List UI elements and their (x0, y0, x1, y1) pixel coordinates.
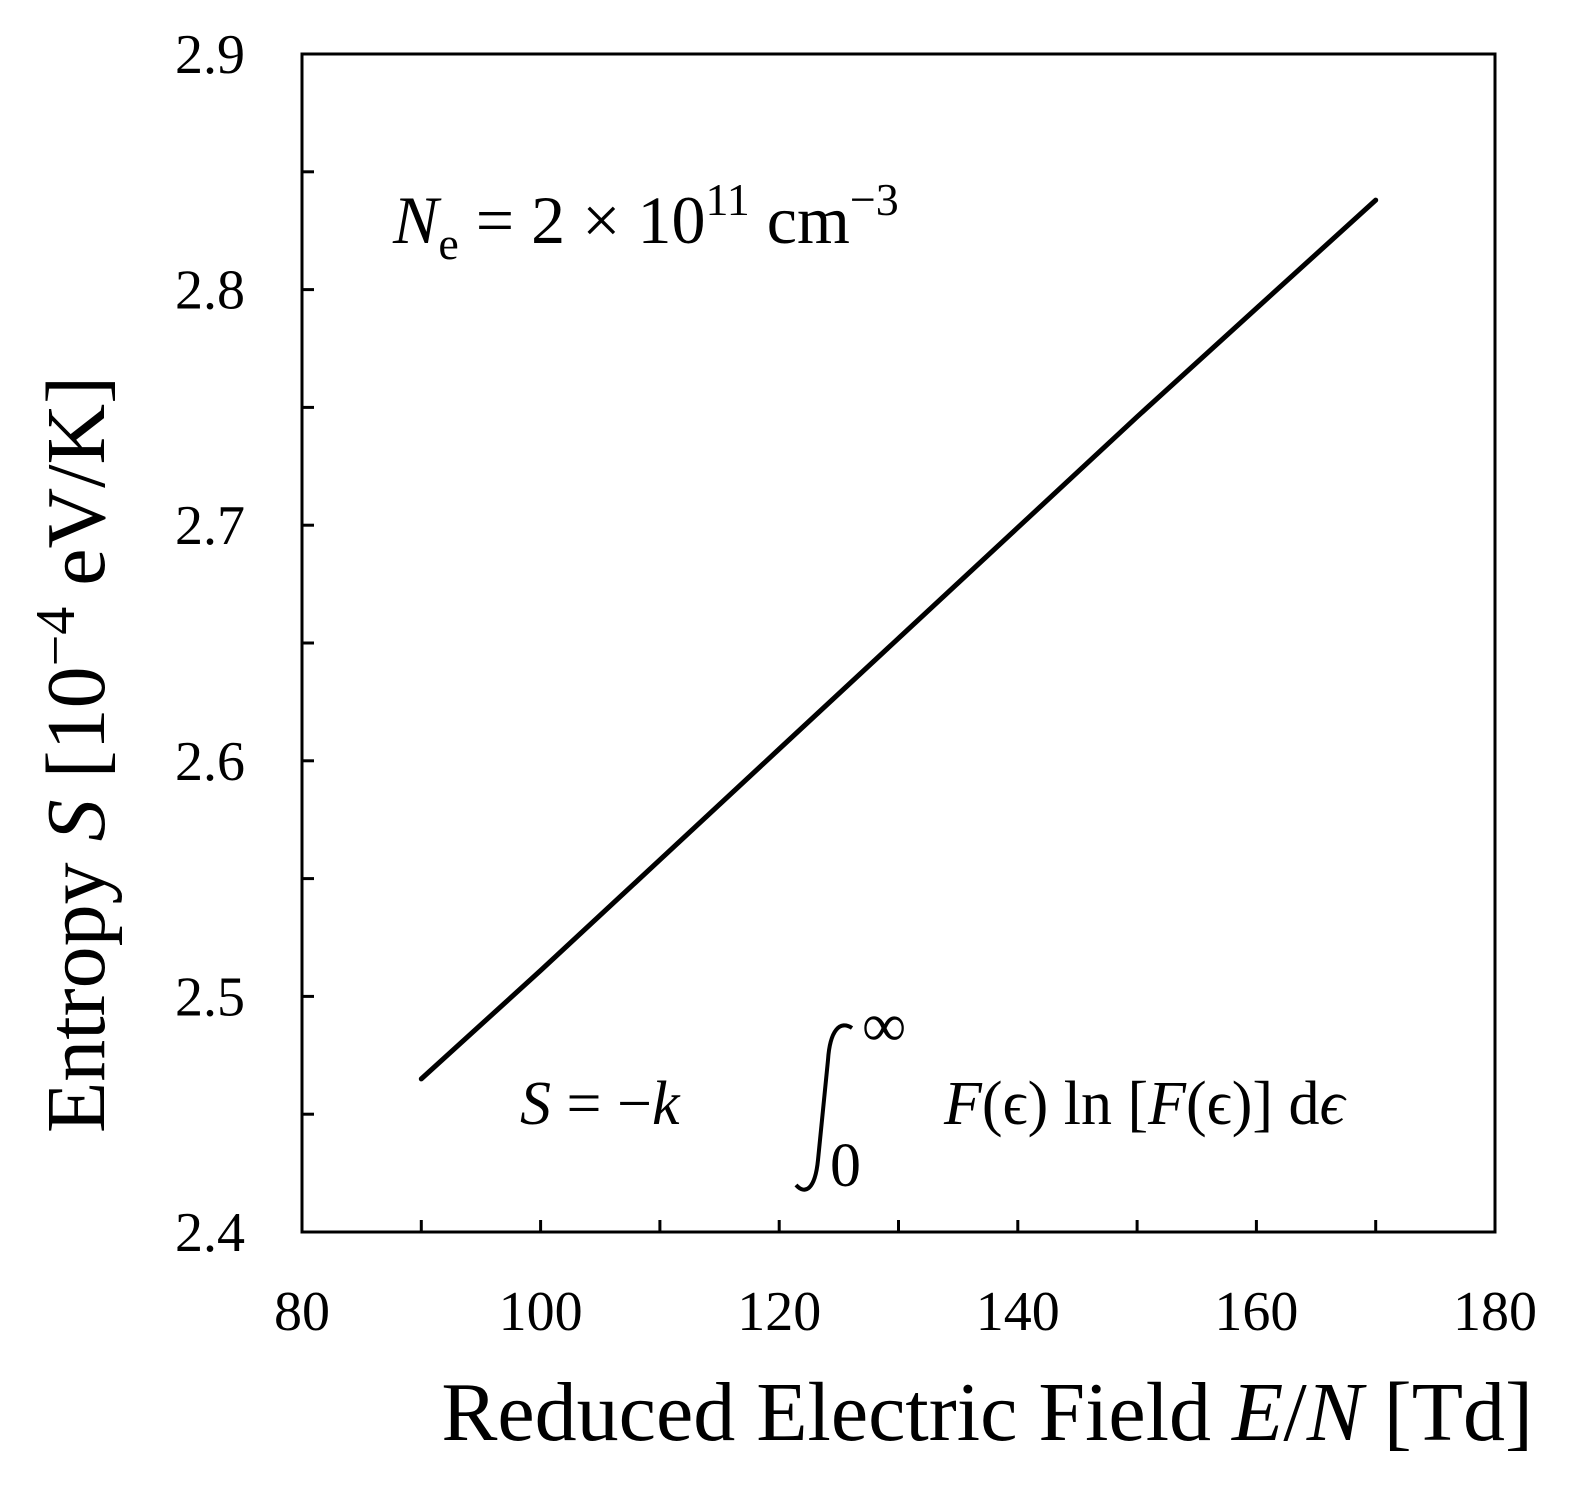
x-tick-label: 80 (274, 1281, 330, 1343)
y-tick-label: 2.5 (175, 966, 245, 1028)
y-tick-label: 2.9 (175, 24, 245, 86)
x-tick-label: 160 (1214, 1281, 1298, 1343)
ticks (300, 52, 1497, 1234)
x-tick-label: 180 (1453, 1281, 1537, 1343)
series-line (418, 197, 1379, 1082)
svg-text:0: 0 (830, 1132, 861, 1200)
svg-text:∞: ∞ (862, 992, 906, 1060)
entropy-formula: S = −k ∞ 0 F(ϵ) ln [F(ϵ)] dϵ (520, 992, 1347, 1200)
integral-sign (794, 1023, 854, 1192)
x-tick-label: 100 (499, 1281, 583, 1343)
svg-text:F(ϵ) ln [F(ϵ)] dϵ: F(ϵ) ln [F(ϵ)] dϵ (943, 1070, 1347, 1138)
y-tick-label: 2.4 (175, 1202, 245, 1264)
y-tick-label: 2.6 (175, 731, 245, 793)
x-tick-label: 140 (976, 1281, 1060, 1343)
density-annotation: Ne = 2 × 1011 cm−3 (392, 174, 899, 269)
x-axis-label: Reduced Electric Field E/N [Td] (441, 1366, 1533, 1459)
series-layer (418, 197, 1379, 1082)
tick-labels: 80 100 120 140 160 180 2.4 2.5 2.6 2.7 2.8 2.9 (175, 24, 1537, 1343)
y-axis-label: Entropy S [10−4 eV/K] (25, 376, 123, 1133)
svg-text:S = −k: S = −k (520, 1070, 681, 1138)
y-tick-label: 2.8 (175, 260, 245, 322)
y-tick-label: 2.7 (175, 495, 245, 557)
x-tick-label: 120 (737, 1281, 821, 1343)
